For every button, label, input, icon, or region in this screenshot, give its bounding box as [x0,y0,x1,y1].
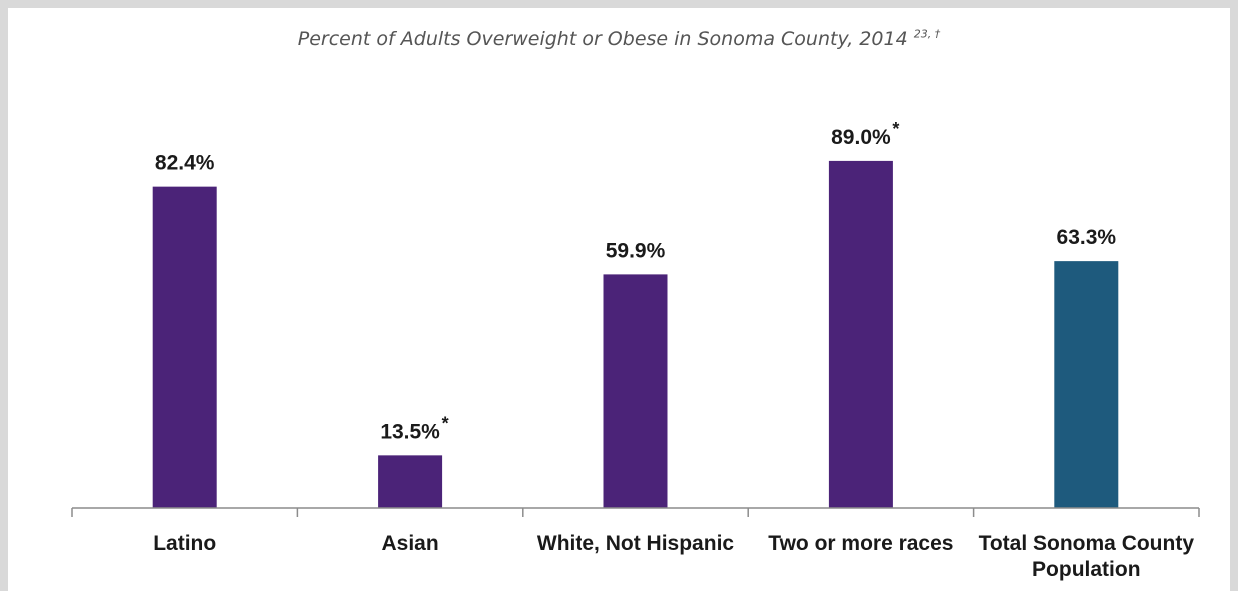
chart-panel: Percent of Adults Overweight or Obese in… [8,8,1230,591]
category-label: Asian [381,532,439,555]
category-label: White, Not Hispanic [536,532,735,555]
data-label: 13.5% [380,420,440,443]
bar-two-or-more-races [828,160,893,508]
significance-marker: * [442,413,449,433]
bar-chart: 82.4%13.5% *59.9%89.0% *63.3% [71,119,1200,517]
bar-total-sonoma-county-population [1054,261,1119,508]
data-label: 82.4% [155,152,215,175]
bar-white-not-hispanic [603,274,668,508]
chart-title: Percent of Adults Overweight or Obese in… [8,28,1230,50]
category-label: Two or more races [768,532,954,555]
value-labels-layer: 82.4%13.5% *59.9%89.0% *63.3% [155,119,1116,443]
bar-asian [378,455,443,508]
bar-latino [152,186,217,508]
data-label: 59.9% [606,239,666,262]
chart-title-superscript: 23, † [913,27,941,41]
bars-layer [152,160,1119,508]
category-label: Latino [153,532,217,555]
category-label: Total Sonoma County Population [978,532,1195,581]
significance-marker: * [892,119,899,139]
data-label: 63.3% [1057,226,1117,249]
chart-title-text: Percent of Adults Overweight or Obese in… [297,28,908,50]
data-label: 89.0% [831,126,891,149]
x-axis [71,507,1200,517]
